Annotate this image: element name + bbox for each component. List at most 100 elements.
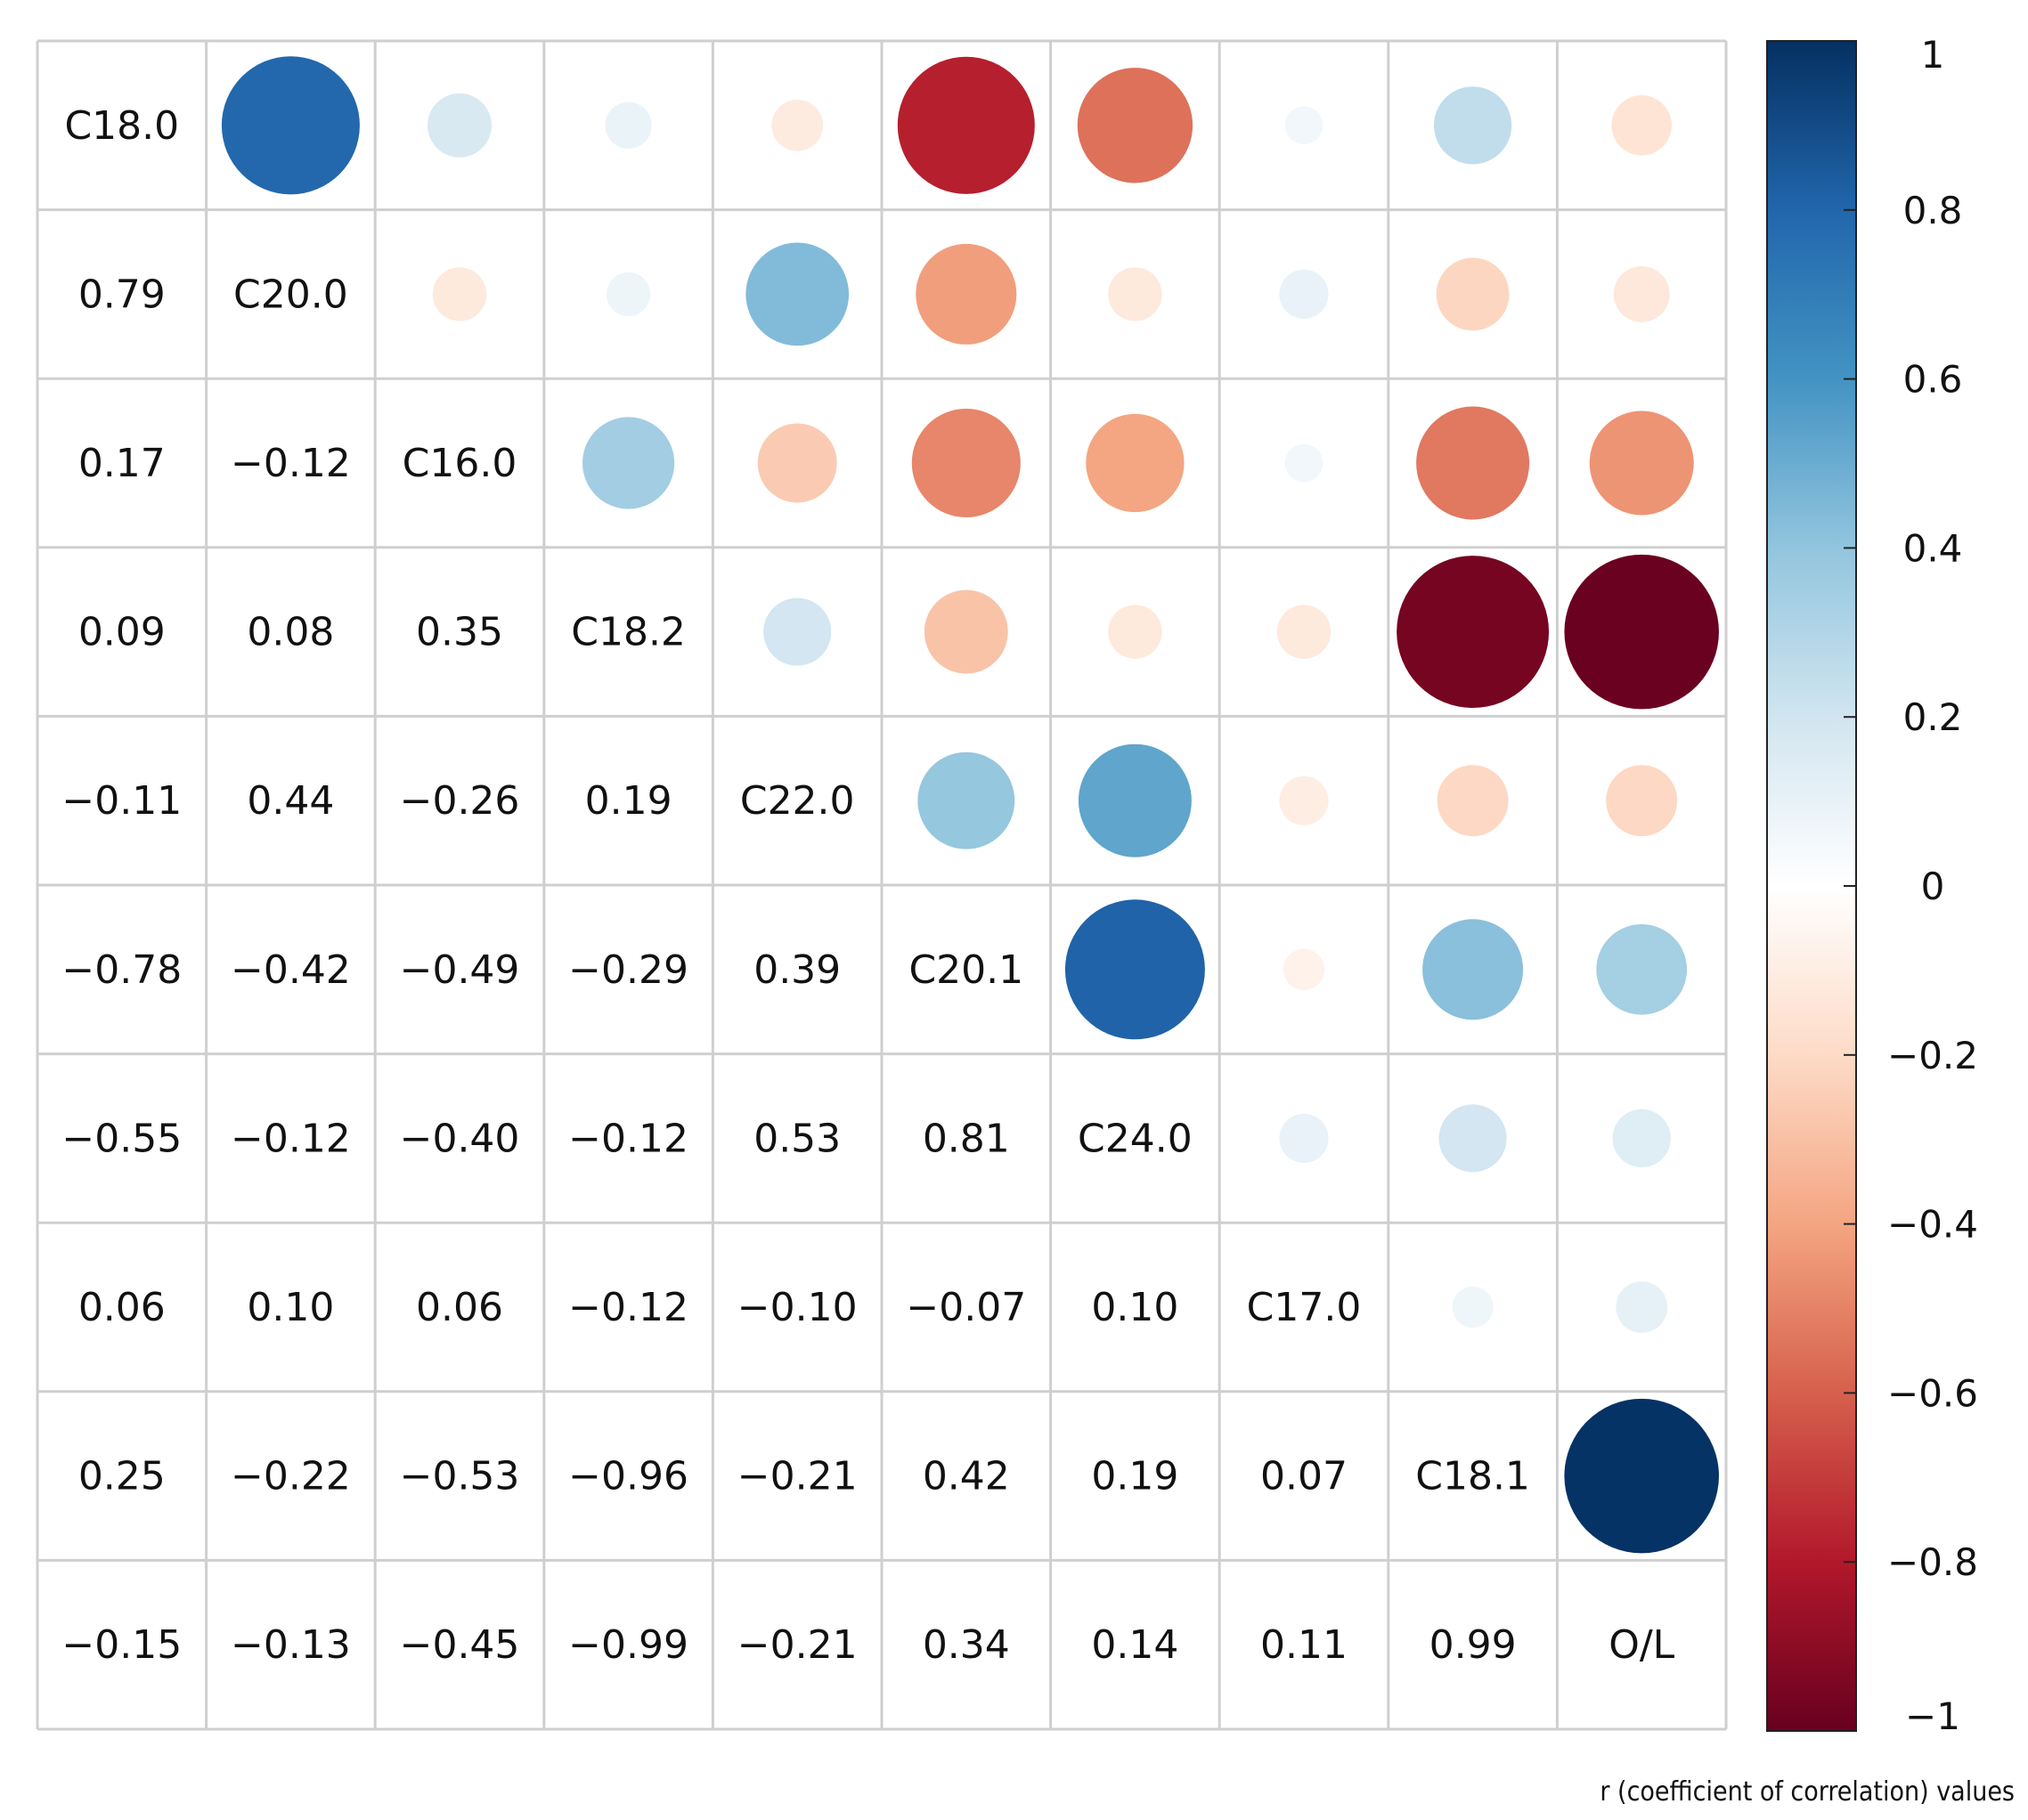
correlation-circle <box>432 267 487 321</box>
colorbar-tick-label: 0.6 <box>1903 358 1963 402</box>
correlation-value-label: 0.10 <box>247 1285 334 1330</box>
correlation-value-label: −0.07 <box>906 1285 1026 1330</box>
correlation-circle <box>1422 919 1524 1020</box>
correlation-circle <box>1283 948 1325 990</box>
correlation-circle <box>605 102 652 149</box>
matrix-cells: C18.0 0.79 C20.0 0.17 −0.12 C16.0 0.09 0.08 0.35… <box>61 56 1719 1668</box>
correlation-value-label: −0.42 <box>231 947 351 993</box>
correlation-circle <box>1276 605 1332 659</box>
correlation-value-label: 0.79 <box>78 272 166 317</box>
correlation-circle <box>1284 106 1323 145</box>
diagonal-variable-label: C17.0 <box>1247 1285 1362 1330</box>
correlation-value-label: −0.10 <box>737 1285 858 1330</box>
correlation-value-label: −0.26 <box>400 778 520 824</box>
colorbar-tick-label: 0.2 <box>1903 695 1963 739</box>
correlation-circle <box>1606 765 1678 837</box>
colorbar-tick-label: −1 <box>1905 1694 1960 1738</box>
colorbar-tick-label: −0.6 <box>1887 1371 1978 1415</box>
colorbar-caption: r (coefficient of correlation) values <box>1600 1776 2015 1808</box>
diagonal-variable-label: C24.0 <box>1078 1116 1193 1161</box>
correlation-value-label: −0.12 <box>231 441 351 486</box>
correlation-value-label: 0.34 <box>923 1622 1010 1668</box>
diagonal-variable-label: C20.0 <box>233 272 348 317</box>
correlation-value-label: 0.81 <box>923 1116 1010 1161</box>
correlation-circle <box>582 417 675 509</box>
correlation-value-label: −0.53 <box>400 1454 520 1499</box>
correlation-circle <box>916 243 1017 345</box>
correlation-circle <box>917 752 1015 849</box>
correlation-value-label: −0.11 <box>61 778 182 824</box>
correlation-value-label: −0.21 <box>737 1622 858 1668</box>
correlation-value-label: −0.29 <box>568 947 688 993</box>
correlation-value-label: −0.21 <box>737 1454 858 1499</box>
correlation-value-label: 0.11 <box>1260 1622 1348 1668</box>
correlation-circle <box>428 93 492 158</box>
correlation-value-label: 0.14 <box>1091 1622 1178 1668</box>
correlation-circle <box>911 408 1021 518</box>
correlation-value-label: 0.25 <box>78 1454 166 1499</box>
colorbar-ticks: 1 0.8 0.6 0.4 0.2 0 −0.2 −0.4 −0.6 −0.8 −1 <box>1844 33 1978 1738</box>
correlation-circle <box>1612 1109 1671 1168</box>
diagonal-variable-label: C22.0 <box>740 778 855 824</box>
correlation-value-label: 0.35 <box>416 610 503 655</box>
correlation-circle <box>1279 1113 1329 1163</box>
colorbar-tick-label: 0 <box>1921 865 1945 908</box>
correlation-value-label: −0.40 <box>400 1116 520 1161</box>
diagonal-variable-label: C18.0 <box>64 103 179 149</box>
correlation-circle <box>1437 765 1509 837</box>
correlation-value-label: −0.49 <box>400 947 520 993</box>
correlation-circle <box>897 56 1035 194</box>
diagonal-variable-label: O/L <box>1609 1622 1674 1668</box>
correlation-circle <box>1397 556 1550 709</box>
colorbar-tick-label: 1 <box>1921 33 1945 77</box>
correlation-value-label: 0.09 <box>78 610 166 655</box>
correlation-value-label: 0.44 <box>247 778 334 824</box>
correlation-value-label: 0.39 <box>753 947 841 993</box>
colorbar-tick-label: −0.2 <box>1887 1034 1978 1077</box>
correlation-circle <box>1279 269 1329 319</box>
correlation-value-label: −0.12 <box>231 1116 351 1161</box>
correlation-value-label: −0.96 <box>568 1454 688 1499</box>
correlation-circle <box>771 99 824 151</box>
correlation-circle <box>1589 410 1694 516</box>
colorbar-tick-label: −0.4 <box>1887 1203 1978 1247</box>
correlation-circle <box>1086 413 1185 513</box>
correlation-value-label: −0.45 <box>400 1622 520 1668</box>
correlation-value-label: −0.12 <box>568 1116 688 1161</box>
correlation-circle <box>1436 257 1510 331</box>
correlation-circle <box>1078 743 1192 857</box>
correlation-circle <box>1613 265 1670 322</box>
colorbar-tick-label: −0.8 <box>1887 1540 1978 1584</box>
diagonal-variable-label: C20.1 <box>908 947 1023 993</box>
correlation-circle <box>1564 1398 1719 1554</box>
correlation-value-label: 0.06 <box>416 1285 503 1330</box>
correlation-value-label: −0.12 <box>568 1285 688 1330</box>
correlation-value-label: 0.19 <box>585 778 672 824</box>
correlation-value-label: 0.19 <box>1091 1454 1178 1499</box>
correlation-value-label: −0.55 <box>61 1116 182 1161</box>
correlation-value-label: 0.42 <box>923 1454 1010 1499</box>
correlation-value-label: −0.99 <box>568 1622 688 1668</box>
correlation-value-label: 0.10 <box>1091 1285 1178 1330</box>
correlation-circle <box>1438 1104 1507 1173</box>
correlation-circle <box>1596 923 1688 1015</box>
correlation-circle <box>924 589 1008 674</box>
correlation-circle <box>745 242 850 346</box>
correlation-value-label: 0.06 <box>78 1285 166 1330</box>
correlation-circle <box>1064 899 1205 1040</box>
correlation-circle <box>1279 776 1329 825</box>
correlation-circle <box>1616 1281 1668 1333</box>
correlation-value-label: 0.17 <box>78 441 166 486</box>
correlation-value-label: −0.22 <box>231 1454 351 1499</box>
colorbar-tick-label: 0.4 <box>1903 526 1963 570</box>
correlation-circle <box>1108 267 1162 321</box>
correlation-circle <box>1108 605 1162 659</box>
colorbar <box>1766 40 1857 1732</box>
correlation-value-label: 0.99 <box>1429 1622 1517 1668</box>
correlation-value-label: 0.53 <box>753 1116 841 1161</box>
correlation-circle <box>763 597 832 666</box>
correlation-circle <box>1433 86 1512 165</box>
correlation-circle <box>1284 443 1323 483</box>
diagonal-variable-label: C18.2 <box>571 610 686 655</box>
